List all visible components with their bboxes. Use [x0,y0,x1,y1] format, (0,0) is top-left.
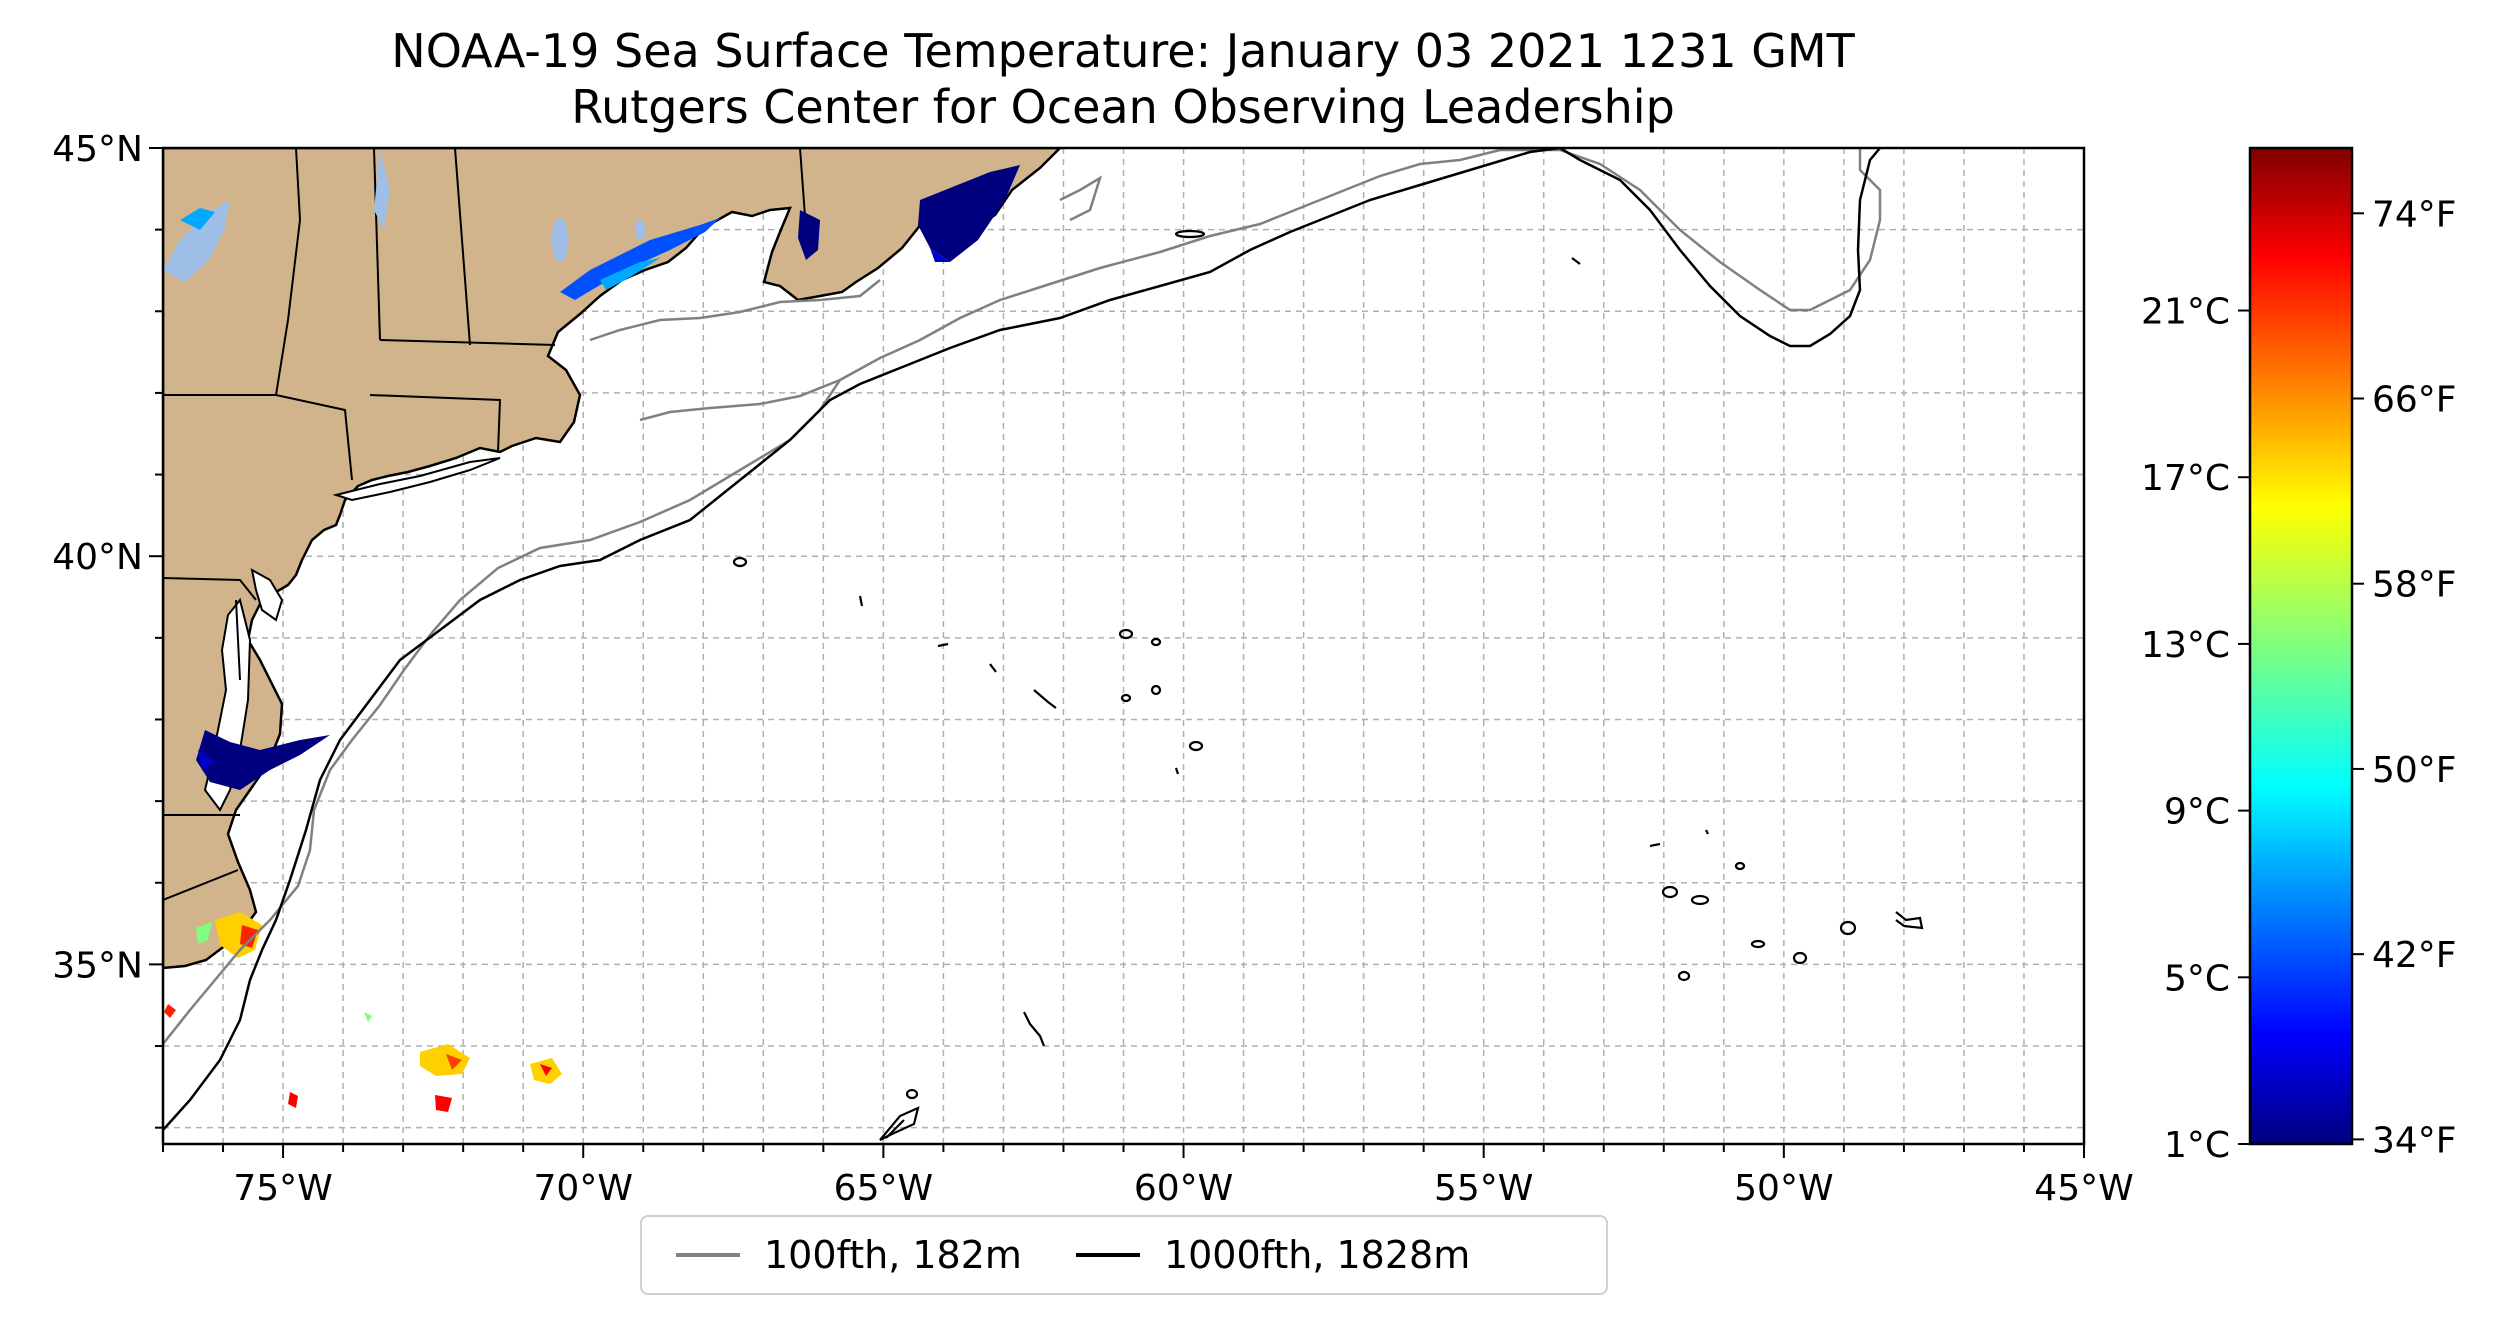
colorbar-celsius-label: 5°C [2164,958,2230,999]
isobath-100fth-georges-bank [589,175,1103,422]
x-tick-label: 60°W [1134,1168,1233,1209]
x-tick-label: 75°W [233,1168,332,1209]
map-title: NOAA-19 Sea Surface Temperature: January… [391,24,1855,78]
y-tick-label: 35°N [52,945,143,986]
x-tick-label: 45°W [2034,1168,2133,1209]
sst-warm-patches [164,912,562,1112]
colorbar-celsius-label: 21°C [2141,292,2230,333]
colorbar-celsius-label: 17°C [2141,458,2230,499]
colorbar-fahrenheit-ticks: 34°F 42°F 50°F 58°F 66°F 74°F [2352,194,2457,1161]
legend-entry-100fth: 100fth, 182m [676,1233,1022,1277]
colorbar-fahrenheit-label: 58°F [2372,565,2457,606]
isobath-legend: 100fth, 182m 1000fth, 1828m [640,1215,1608,1295]
legend-swatch-1000fth [1075,1253,1140,1257]
land-north-america [163,148,1062,970]
legend-label-1000fth: 1000fth, 1828m [1163,1233,1471,1277]
delaware-bay [250,568,284,622]
x-tick-label: 50°W [1734,1168,1833,1209]
x-tick-label: 65°W [834,1168,933,1209]
x-tick-label: 70°W [534,1168,633,1209]
isobath-100fth [163,148,1882,1045]
seamount-contours [732,229,1924,1141]
x-tick-label: 55°W [1434,1168,1533,1209]
sst-cold-patches [180,165,1020,790]
axis-tick-marks [149,147,2085,1158]
colorbar-fahrenheit-label: 50°F [2372,750,2457,791]
colorbar-celsius-ticks: 1°C 5°C 9°C 13°C 17°C 21°C [2141,292,2250,1166]
colorbar-celsius-label: 9°C [2164,792,2230,833]
longitude-tick-labels: 75°W 70°W 65°W 60°W 55°W 50°W 45°W [233,1168,2133,1209]
colorbar-celsius-label: 13°C [2141,625,2230,666]
map-subtitle: Rutgers Center for Ocean Observing Leade… [571,80,1675,134]
y-tick-label: 45°N [52,129,143,170]
isobath-1000fth [163,148,1881,1131]
legend-entry-1000fth: 1000fth, 1828m [1075,1233,1471,1277]
latitude-tick-labels: 45°N 40°N 35°N [52,129,143,986]
long-island-sound [332,457,501,502]
y-tick-label: 40°N [52,537,143,578]
colorbar-fahrenheit-label: 74°F [2372,194,2457,235]
colorbar-gradient [2248,146,2354,1146]
colorbar-fahrenheit-label: 34°F [2372,1120,2457,1161]
colorbar-celsius-label: 1°C [2164,1125,2230,1166]
legend-swatch-100fth [676,1253,740,1257]
colorbar-fahrenheit-label: 42°F [2372,935,2457,976]
legend-label-100fth: 100fth, 182m [764,1233,1022,1277]
inland-lakes [163,150,645,282]
colorbar-fahrenheit-label: 66°F [2372,380,2457,421]
